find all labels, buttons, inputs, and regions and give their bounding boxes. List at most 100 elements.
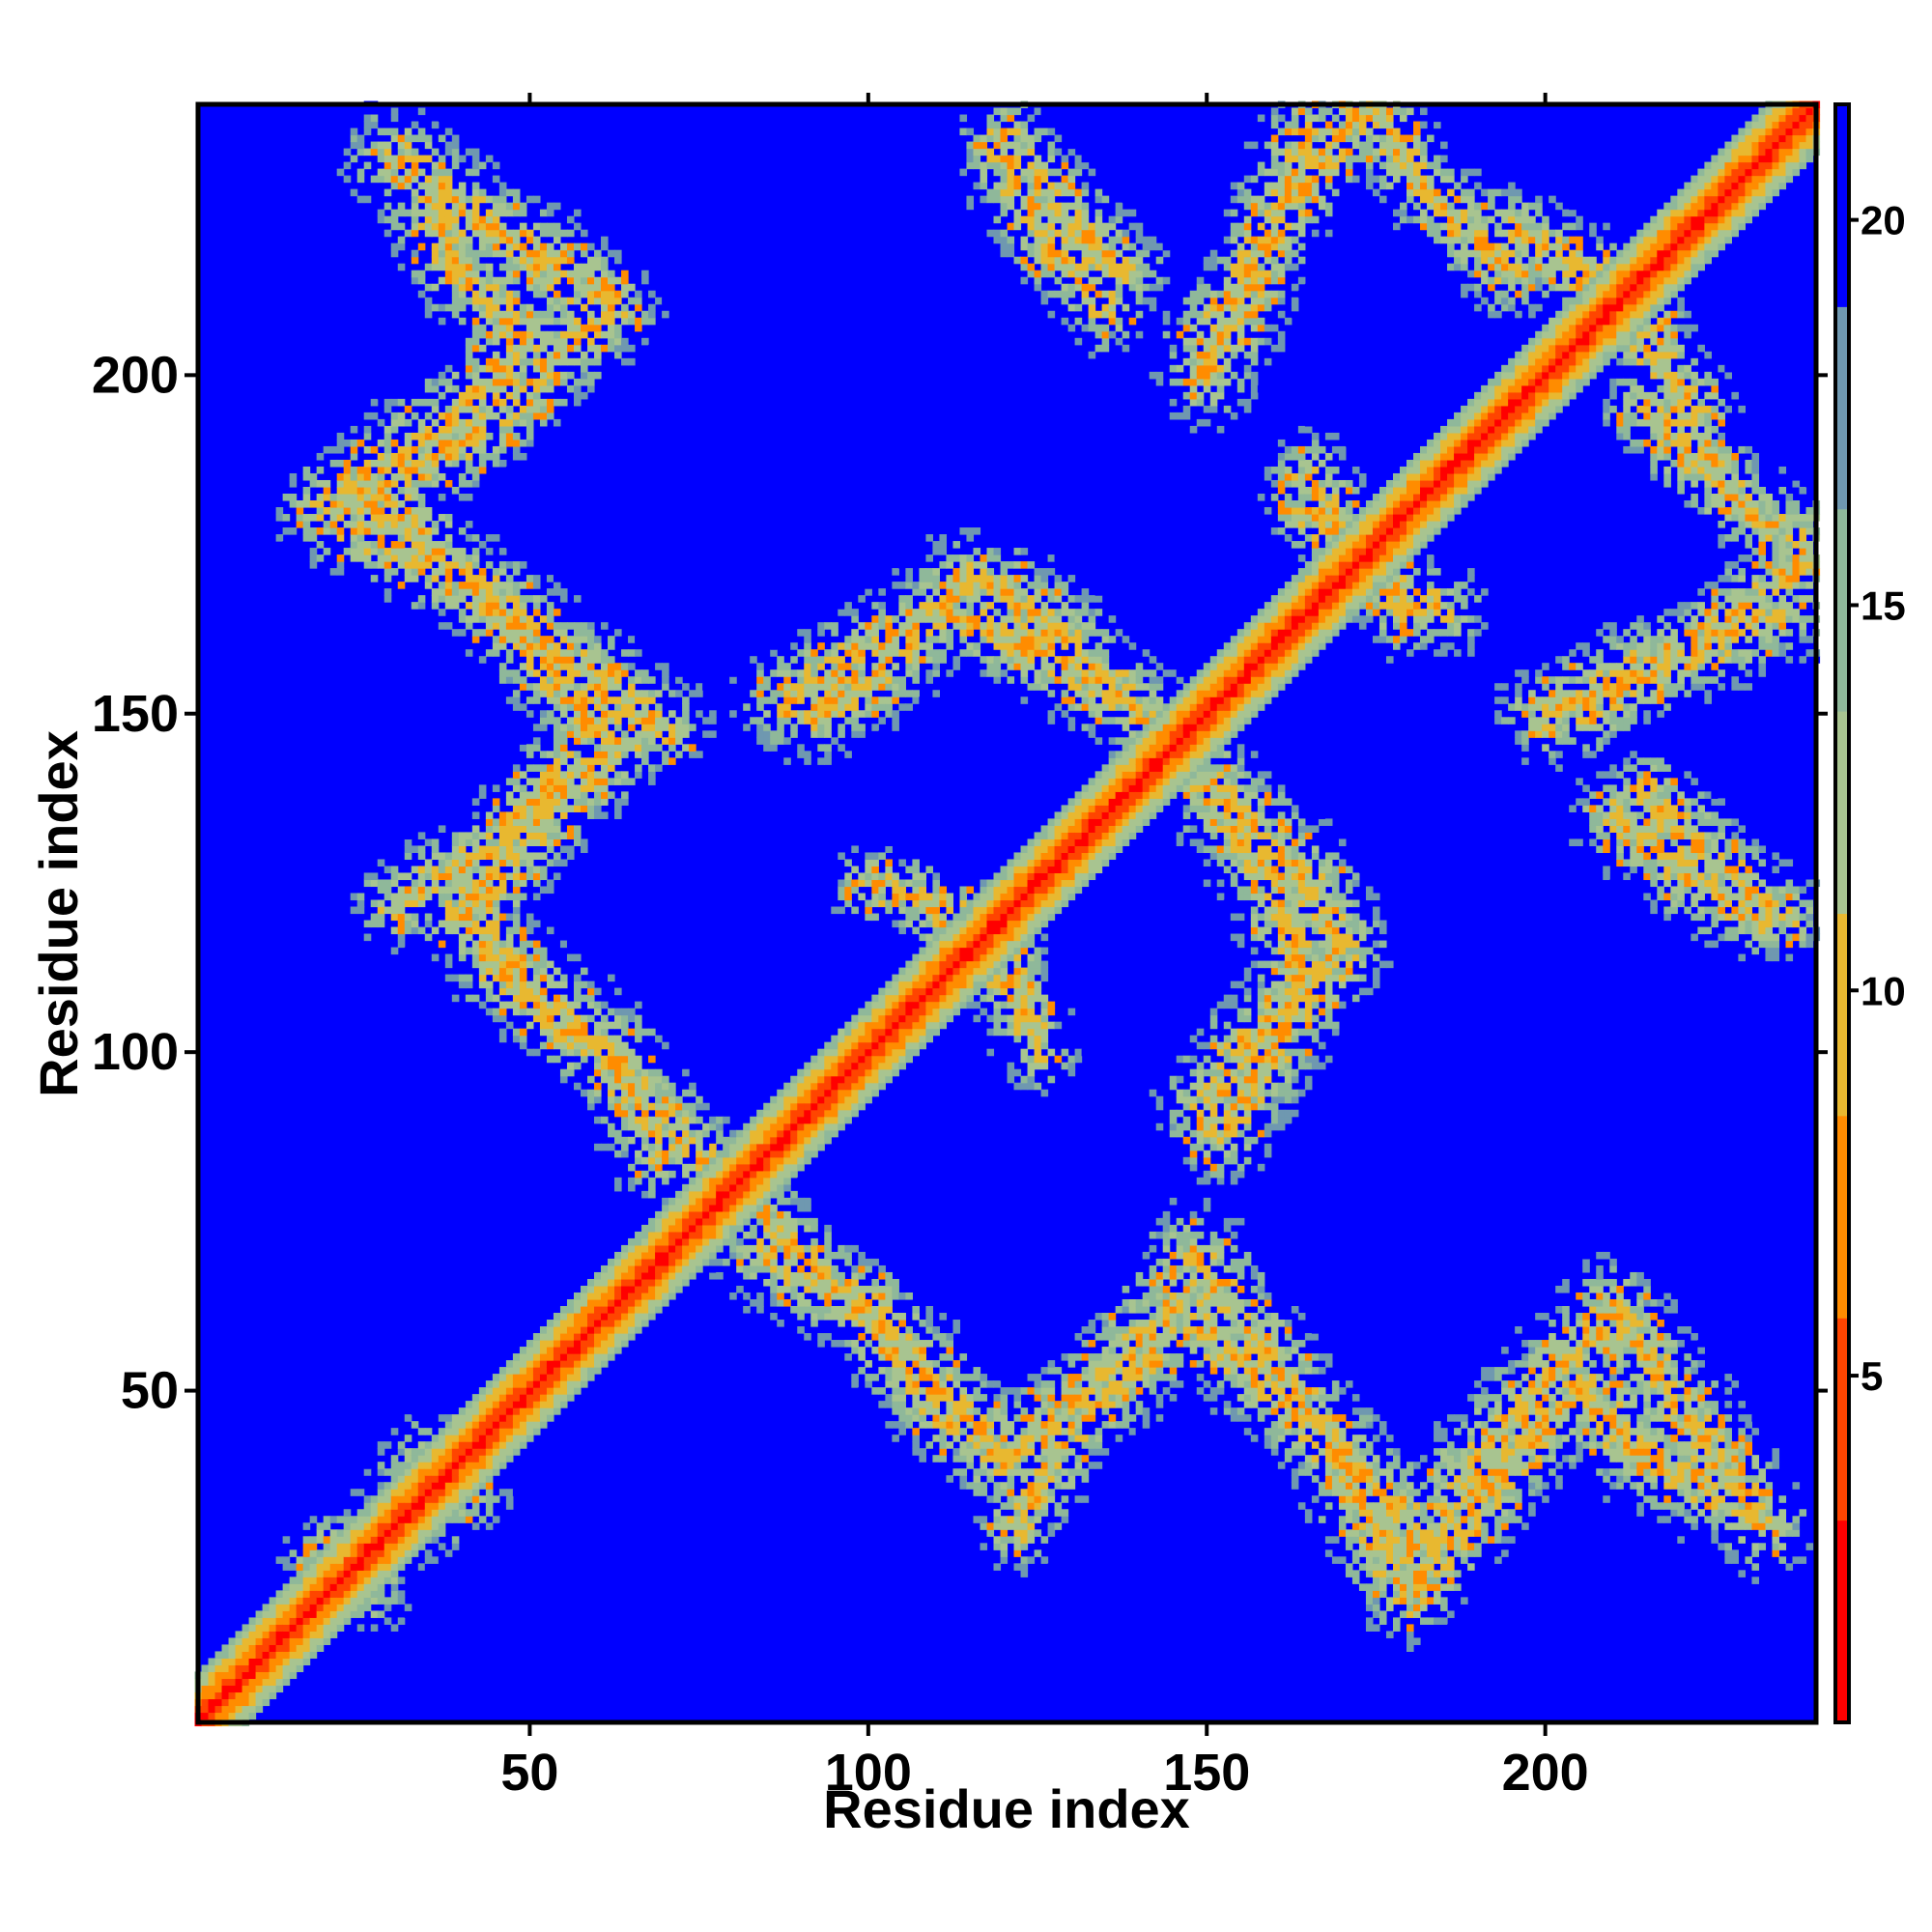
heatmap-cell [532,784,541,792]
heatmap-cell [594,1095,602,1104]
heatmap-cell [689,1177,696,1185]
heatmap-cell [559,724,568,731]
heatmap-cell [756,1306,764,1314]
heatmap-cell [363,479,372,488]
heatmap-cell [824,676,832,684]
heatmap-cell [384,568,392,576]
heatmap-cell [580,717,588,724]
heatmap-cell [682,710,690,718]
heatmap-cell [559,310,568,319]
heatmap-cell [716,1183,724,1192]
heatmap-cell [871,636,879,643]
heatmap-cell [390,548,399,555]
heatmap-cell [763,1217,771,1226]
heatmap-cell [289,1597,298,1605]
heatmap-cell [587,1035,595,1043]
heatmap-cell [608,683,615,691]
heatmap-cell [838,1082,845,1091]
heatmap-cell [804,1102,811,1111]
heatmap-cell [302,1549,311,1557]
heatmap-cell [668,757,676,765]
heatmap-cell [512,1435,521,1442]
heatmap-cell [492,622,500,630]
heatmap-cell [471,202,480,211]
heatmap-cell [228,1678,237,1687]
heatmap-cell [546,276,554,285]
heatmap-cell [608,744,615,752]
heatmap-cell [777,1298,784,1307]
heatmap-cell [729,1224,737,1233]
heatmap-cell [662,1170,669,1179]
heatmap-cell [512,1374,521,1381]
heatmap-cell [851,1055,859,1064]
heatmap-cell [431,263,440,271]
heatmap-cell [356,1556,365,1564]
heatmap-cell [628,1244,636,1253]
heatmap-cell [363,128,372,136]
heatmap-cell [790,1197,798,1206]
heatmap-cell [858,1089,866,1097]
heatmap-cell [329,507,338,515]
heatmap-cell [384,1441,392,1449]
heatmap-cell [546,317,554,326]
heatmap-cell [411,845,419,854]
heatmap-cell [580,636,588,643]
heatmap-cell [465,418,473,427]
heatmap-cell [228,1705,237,1714]
heatmap-cell [641,757,649,765]
heatmap-cell [539,1407,548,1415]
heatmap-cell [892,1387,899,1395]
heatmap-cell [444,452,453,461]
heatmap-cell [594,744,602,752]
heatmap-cell [810,1095,818,1104]
heatmap-cell [689,751,696,758]
heatmap-cell [451,209,460,217]
heatmap-cell [404,548,412,555]
heatmap-cell [370,1502,379,1510]
heatmap-cell [526,980,534,989]
heatmap-cell [662,310,669,319]
heatmap-cell [790,1150,798,1158]
heatmap-cell [885,1068,893,1077]
heatmap-cell [804,1089,811,1097]
heatmap-cell [675,1224,683,1233]
heatmap-cell [539,1374,548,1381]
heatmap-cell [539,960,548,969]
heatmap-cell [662,1089,669,1097]
heatmap-cell [336,582,345,589]
heatmap-cell [817,1278,825,1287]
heatmap-cell [336,1529,345,1537]
heatmap-cell [417,527,426,535]
heatmap-cell [431,1448,440,1456]
heatmap-cell [546,886,554,895]
heatmap-cell [296,1590,304,1598]
heatmap-cell [498,1462,507,1469]
heatmap-cell [478,276,487,285]
heatmap-cell [783,1231,791,1239]
heatmap-cell [235,1631,243,1638]
heatmap-cell [471,425,480,434]
heatmap-cell [411,175,419,184]
heatmap-cell [411,575,419,582]
heatmap-cell [458,479,467,488]
heatmap-cell [444,188,453,197]
heatmap-cell [526,683,534,691]
heatmap-cell [770,649,778,657]
heatmap-cell [505,1387,514,1395]
heatmap-cell [478,872,487,881]
heatmap-cell [777,1170,784,1179]
heatmap-cell [505,439,514,447]
heatmap-cell [858,1394,866,1402]
heatmap-cell [783,757,791,765]
heatmap-cell [384,514,392,522]
heatmap-cell [790,1244,798,1253]
heatmap-cell [736,1156,744,1165]
heatmap-cell [255,1698,264,1707]
heatmap-cell [628,1326,636,1334]
heatmap-cell [662,1237,669,1246]
heatmap-cell [444,852,453,861]
heatmap-cell [831,1082,838,1091]
heatmap-cell [797,676,805,684]
heatmap-cell [471,940,480,949]
heatmap-cell [580,791,588,799]
